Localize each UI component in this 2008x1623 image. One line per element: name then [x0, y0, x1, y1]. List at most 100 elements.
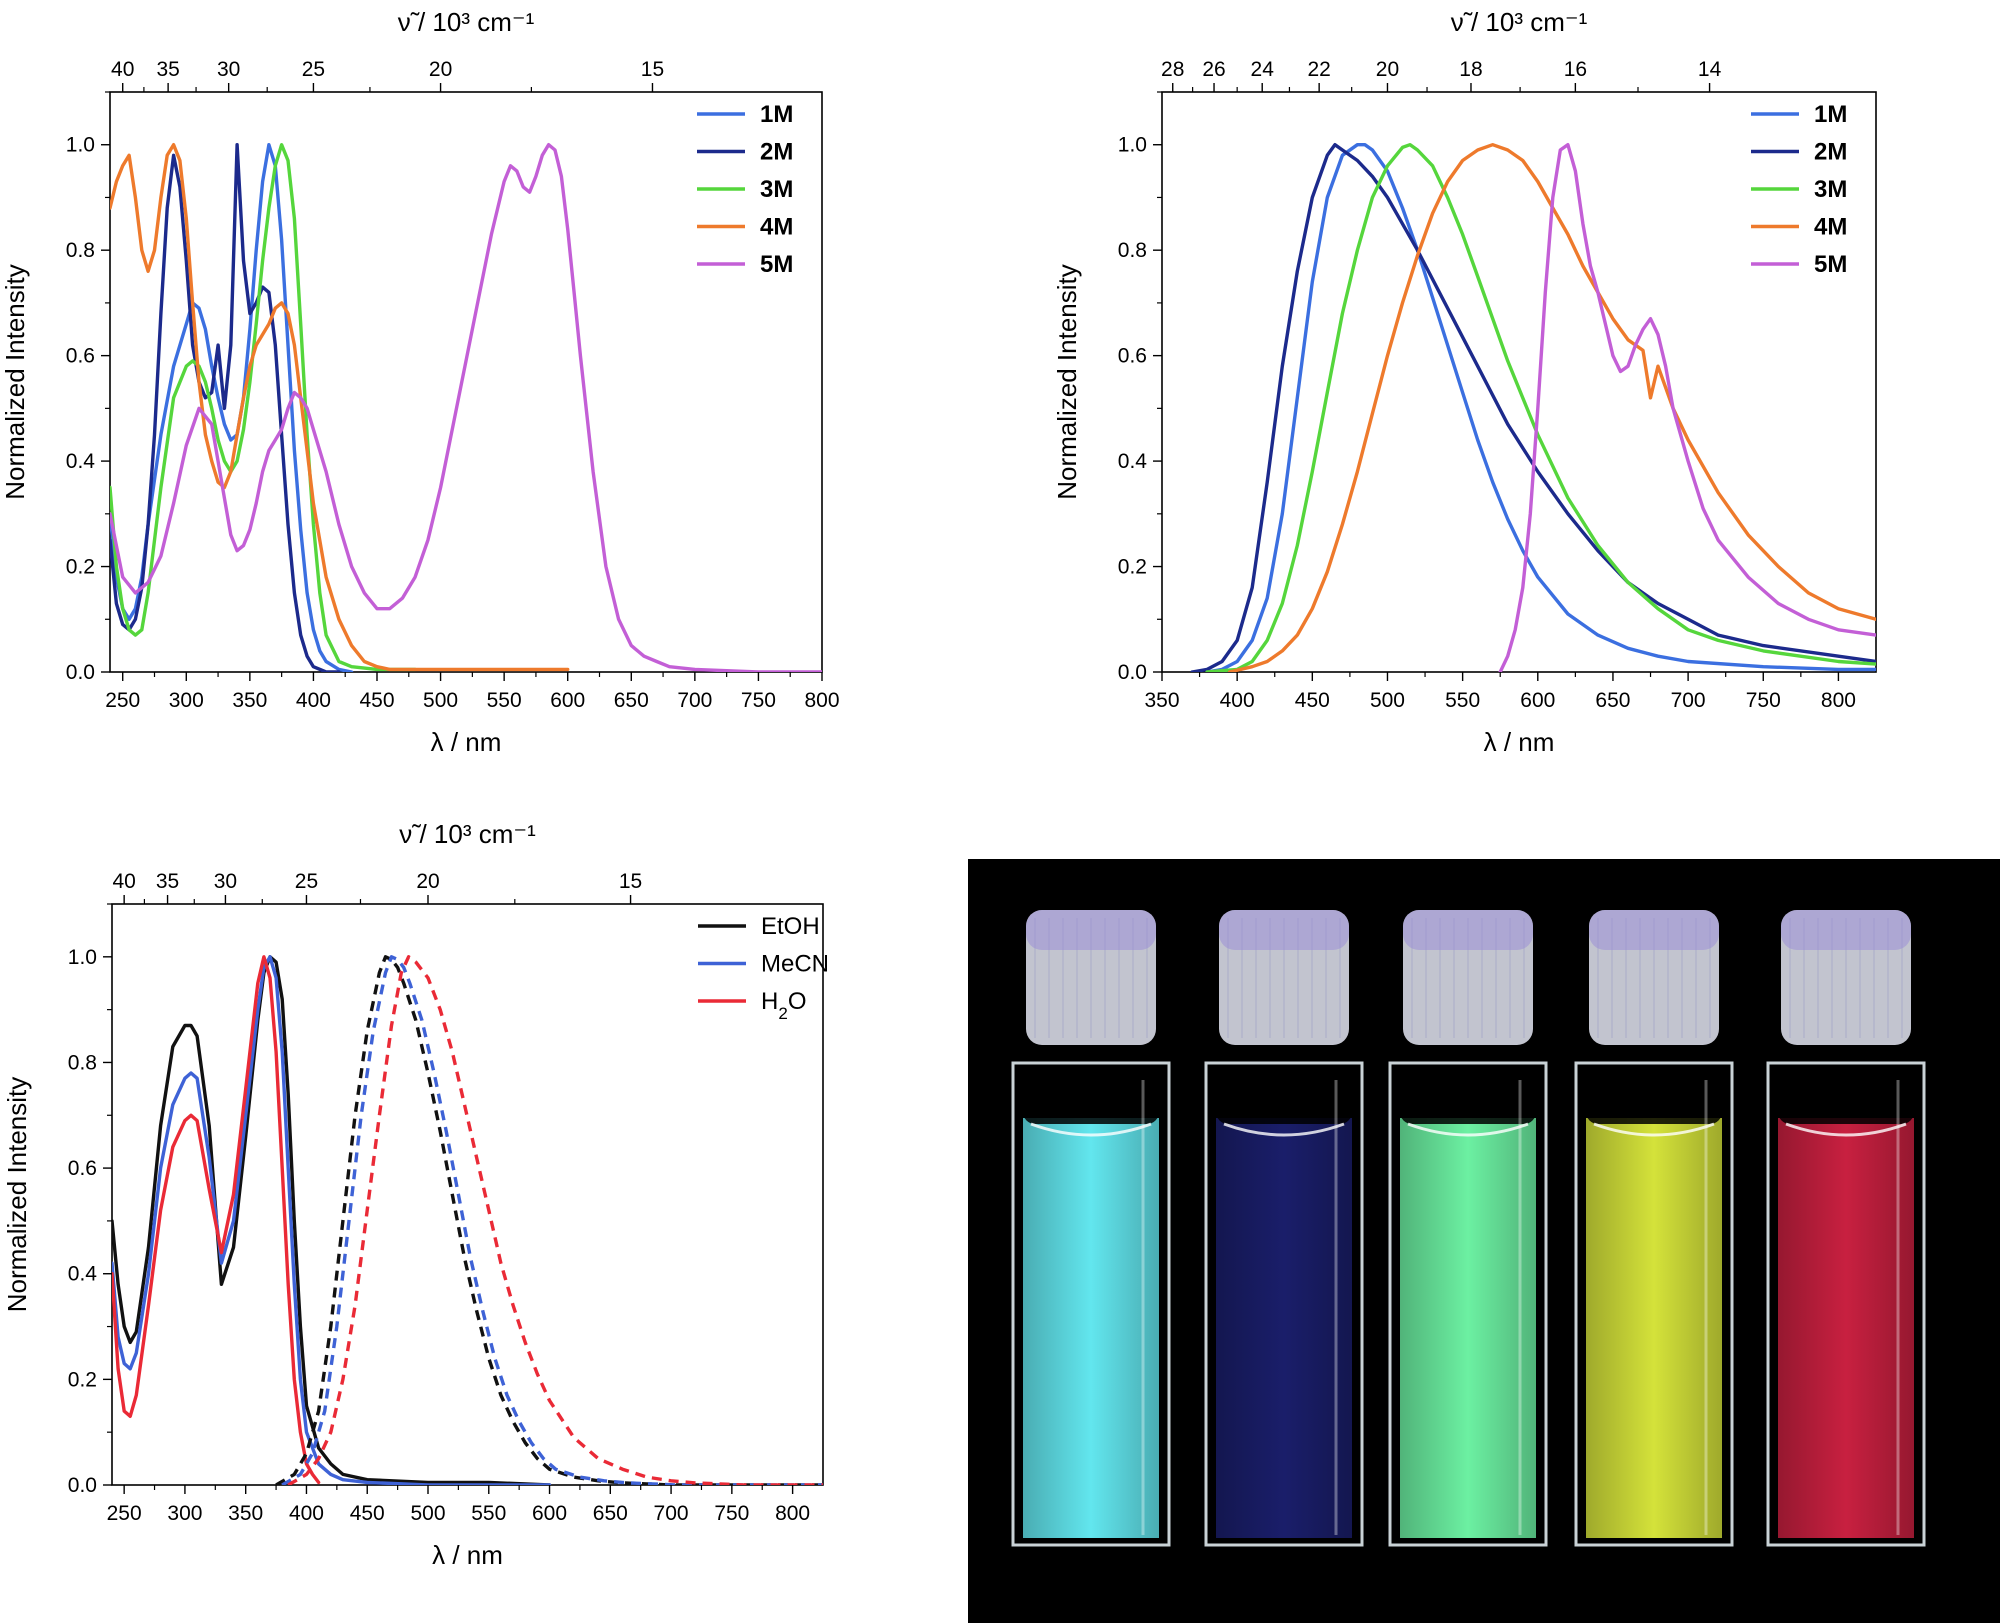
y-tick-label: 1.0	[68, 946, 97, 969]
y-tick-label: 0.6	[68, 1157, 97, 1180]
y-tick-label: 0.6	[1118, 345, 1147, 368]
y-axis-title: Normalized Intensity	[1052, 264, 1082, 500]
cuvette: 4M	[1574, 910, 1734, 1614]
x-tick-label: 350	[232, 689, 267, 712]
top-tick-label: 30	[217, 58, 240, 81]
meniscus-shadow	[1586, 1092, 1722, 1124]
series-group	[1190, 142, 1876, 672]
x-tick-label: 650	[1595, 689, 1630, 712]
x-tick-label: 450	[359, 689, 394, 712]
x-tick-label: 800	[804, 689, 839, 712]
x-tick-label: 800	[775, 1502, 810, 1525]
x-tick-label: 450	[1295, 689, 1330, 712]
cuvette-label: 1M	[1055, 1556, 1127, 1614]
top-tick-label: 28	[1161, 58, 1184, 81]
cuvette-glass	[1766, 1061, 1926, 1547]
x-tick-label: 300	[169, 689, 204, 712]
top-axis-title: ν̃ / 10³ cm⁻¹	[399, 819, 536, 849]
series-line-5m	[110, 142, 822, 672]
x-tick-label: 250	[107, 1502, 142, 1525]
x-tick-label: 750	[714, 1502, 749, 1525]
x-tick-label: 650	[614, 689, 649, 712]
top-tick-label: 22	[1307, 58, 1330, 81]
top-tick-label: 25	[302, 58, 325, 81]
legend-label: 1M	[760, 101, 793, 128]
legend-label: H2O	[761, 988, 806, 1023]
series-line-h2o-emission	[287, 955, 823, 1485]
x-axis-title: λ / nm	[1484, 727, 1555, 757]
y-tick-label: 0.8	[66, 239, 95, 262]
legend-label: 2M	[760, 139, 793, 166]
top-tick-label: 40	[112, 870, 135, 893]
y-axis-title: Normalized Intensity	[0, 264, 30, 500]
cap-top-tint	[1589, 910, 1719, 950]
cuvette-solution	[1400, 1118, 1536, 1538]
cuvette-glass	[1204, 1061, 1364, 1547]
x-tick-label: 350	[1144, 689, 1179, 712]
series-group	[110, 142, 822, 672]
series-line-3m	[1205, 142, 1876, 672]
top-axis-title: ν̃ / 10³ cm⁻¹	[398, 7, 535, 37]
x-tick-label: 500	[410, 1502, 445, 1525]
y-tick-label: 1.0	[1118, 134, 1147, 157]
top-tick-label: 20	[416, 870, 439, 893]
cap-top-tint	[1219, 910, 1349, 950]
plot-frame	[1161, 91, 1877, 673]
x-tick-label: 400	[1220, 689, 1255, 712]
cuvette-photo: 1M 2M 3M 4M 5M	[968, 859, 2000, 1623]
x-tick-label: 650	[593, 1502, 628, 1525]
top-tick-label: 14	[1698, 58, 1722, 81]
cuvette-solution	[1023, 1118, 1159, 1538]
series-group	[112, 955, 823, 1485]
series-line-2m	[110, 142, 341, 672]
absorption-spectra-chart: 250 300 350 400 450 500 550 600 650 700 750 800 0.0 0…	[0, 7, 840, 757]
legend-label: MeCN	[761, 951, 829, 978]
x-tick-label: 400	[289, 1502, 324, 1525]
y-tick-label: 0.8	[68, 1051, 97, 1074]
top-tick-label: 18	[1459, 58, 1482, 81]
x-tick-label: 500	[423, 689, 458, 712]
x-tick-label: 450	[350, 1502, 385, 1525]
top-tick-label: 24	[1251, 58, 1275, 81]
x-tick-label: 550	[471, 1502, 506, 1525]
top-tick-label: 30	[214, 870, 237, 893]
y-tick-label: 0.6	[66, 345, 95, 368]
series-line-3m	[110, 142, 417, 672]
cuvette: 5M	[1766, 910, 1926, 1614]
y-tick-label: 0.0	[1118, 661, 1147, 684]
top-tick-label: 25	[295, 870, 318, 893]
x-tick-label: 550	[487, 689, 522, 712]
cuvette-glass	[1574, 1061, 1734, 1547]
cuvette-glass	[1011, 1061, 1171, 1547]
x-tick-label: 400	[296, 689, 331, 712]
y-tick-label: 0.2	[68, 1368, 97, 1391]
cap-top-tint	[1403, 910, 1533, 950]
y-tick-label: 1.0	[66, 134, 95, 157]
y-tick-label: 0.2	[1118, 556, 1147, 579]
legend-label: 2M	[1814, 139, 1847, 166]
top-tick-label: 20	[429, 58, 452, 81]
series-line-h2o	[112, 955, 321, 1485]
series-line-mecn	[112, 955, 552, 1485]
cuvette: 1M	[1011, 910, 1171, 1614]
y-tick-label: 0.4	[66, 450, 96, 473]
top-tick-label: 40	[111, 58, 134, 81]
meniscus-highlight	[1223, 1122, 1345, 1137]
series-line-4m	[1227, 142, 1876, 672]
x-tick-label: 750	[741, 689, 776, 712]
top-tick-label: 15	[641, 58, 664, 81]
cuvette-label: 3M	[1432, 1556, 1504, 1614]
meniscus-shadow	[1023, 1092, 1159, 1124]
x-tick-label: 750	[1746, 689, 1781, 712]
y-tick-label: 0.4	[68, 1263, 98, 1286]
x-axis-title: λ / nm	[431, 727, 502, 757]
emission-spectra-chart: 350 400 450 500 550 600 650 700 750 800 0.0 0.2 0.4 0…	[1052, 7, 1877, 757]
x-tick-label: 300	[167, 1502, 202, 1525]
plot-frame	[111, 903, 824, 1486]
series-line-1m	[110, 142, 354, 672]
cuvette-solution	[1216, 1118, 1352, 1538]
x-tick-label: 700	[677, 689, 712, 712]
cuvette-label: 4M	[1618, 1556, 1690, 1614]
legend-label: 5M	[1814, 251, 1847, 278]
legend-label: 3M	[1814, 176, 1847, 203]
